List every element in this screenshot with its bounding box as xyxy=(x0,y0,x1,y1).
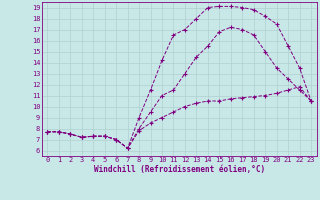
X-axis label: Windchill (Refroidissement éolien,°C): Windchill (Refroidissement éolien,°C) xyxy=(94,165,265,174)
